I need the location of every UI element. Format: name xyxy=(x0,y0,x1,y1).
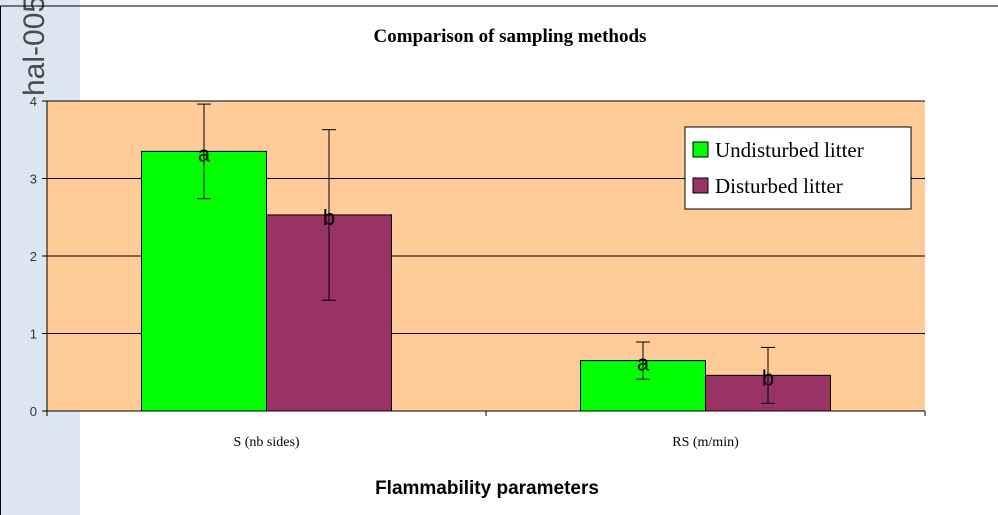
data-label: b xyxy=(762,365,774,390)
data-label: b xyxy=(323,205,335,230)
axes: 0 1 2 3 4 S (nb sides) RS (m/min) xyxy=(30,94,926,450)
bars: a b a b xyxy=(141,103,831,412)
legend: Undisturbed litter Disturbed litter xyxy=(684,126,912,210)
bar xyxy=(266,214,392,412)
y-tick-label: 1 xyxy=(30,327,37,342)
legend-swatch xyxy=(692,141,709,158)
data-label: a xyxy=(637,351,650,376)
x-tick-label: S (nb sides) xyxy=(233,435,299,450)
legend-swatch xyxy=(692,177,709,194)
chart-title: Comparison of sampling methods xyxy=(374,26,647,47)
legend-label: Disturbed litter xyxy=(715,174,843,198)
y-tick-label: 4 xyxy=(30,94,37,109)
x-tick-label: RS (m/min) xyxy=(672,435,739,450)
y-tick-label: 3 xyxy=(30,172,37,187)
x-axis-title: Flammability parameters xyxy=(375,478,599,499)
y-tick-label: 0 xyxy=(30,404,37,419)
y-tick-label: 2 xyxy=(30,249,37,264)
legend-label: Undisturbed litter xyxy=(715,138,864,162)
legend-box xyxy=(684,126,912,210)
data-label: a xyxy=(198,141,211,166)
